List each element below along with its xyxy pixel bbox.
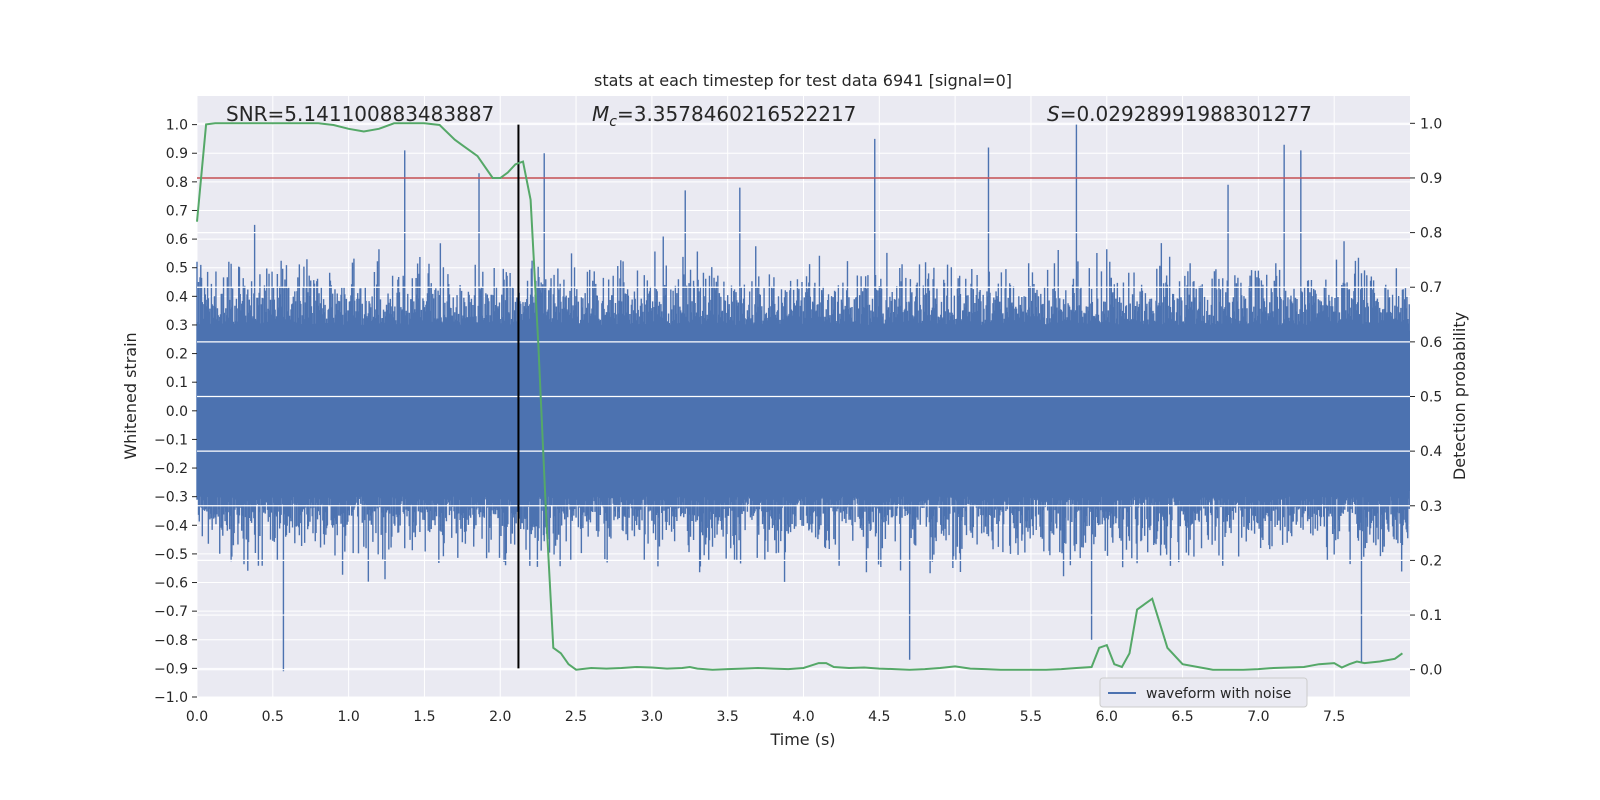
waveform-core (197, 330, 1410, 491)
legend: waveform with noise (1099, 677, 1308, 708)
x-tick-label: 5.5 (1020, 709, 1042, 725)
left-axis-ticks: −1.0 −0.9 −0.8 −0.7 −0.6 −0.5 −0.4 −0.3 −0.2 −0.1… (154, 118, 197, 706)
y-tick-label-right: 0.6 (1420, 335, 1442, 351)
chirp-mass-value: =3.3578460216522217 (617, 102, 856, 126)
y-tick-label-left: 0.7 (166, 203, 188, 219)
y-tick-label-left: 0.6 (166, 232, 188, 248)
y-tick-label-left: −0.1 (154, 432, 188, 448)
x-tick-label: 2.0 (489, 709, 511, 725)
y-tick-label-right: 0.5 (1420, 390, 1442, 406)
chirp-mass-annotation: Mc=3.3578460216522217 (592, 102, 856, 130)
detection-probability-line (196, 122, 1403, 671)
y-tick-label-right: 1.0 (1420, 116, 1442, 132)
y-tick-label-left: −0.2 (154, 461, 188, 477)
chirp-mass-symbol: M (592, 102, 609, 126)
x-axis-ticks: 0.0 0.5 1.0 1.5 2.0 2.5 3.0 3.5 4.0 4.5 5.0 5.5 6.0 6… (186, 709, 1345, 725)
y-tick-label-left: 0.4 (166, 289, 188, 305)
right-axis-ticks: 0.0 0.1 0.2 0.3 0.4 0.5 0.6 0.7 0.8 0.9 1.0 (1410, 116, 1442, 679)
y-tick-label-right: 0.0 (1420, 663, 1442, 679)
waveform-series (196, 124, 1410, 672)
y-tick-label-left: −0.6 (154, 576, 188, 592)
x-tick-label: 0.0 (186, 709, 208, 725)
legend-label: waveform with noise (1146, 686, 1291, 702)
x-tick-label: 4.5 (868, 709, 890, 725)
y-tick-label-left: 0.8 (166, 175, 188, 191)
x-tick-label: 7.0 (1247, 709, 1269, 725)
chirp-mass-subscript: c (609, 114, 617, 130)
chart-title: stats at each timestep for test data 694… (594, 71, 1012, 90)
x-tick-label: 1.0 (337, 709, 359, 725)
x-tick-label: 0.5 (262, 709, 284, 725)
x-tick-label: 1.5 (413, 709, 435, 725)
y-tick-label-left: −0.7 (154, 604, 188, 620)
y-axis-left-label: Whitened strain (121, 332, 140, 459)
y-tick-label-right: 0.3 (1420, 499, 1442, 515)
x-tick-label: 4.0 (792, 709, 814, 725)
y-tick-label-right: 0.7 (1420, 280, 1442, 296)
y-tick-label-right: 0.1 (1420, 608, 1442, 624)
y-tick-label-left: −0.9 (154, 661, 188, 677)
snr-annotation: SNR=5.141100883483887 (226, 102, 494, 126)
y-tick-label-left: 0.2 (166, 347, 188, 363)
y-tick-label-left: 1.0 (166, 118, 188, 134)
x-tick-label: 6.0 (1096, 709, 1118, 725)
y-tick-label-left: −0.8 (154, 633, 188, 649)
x-tick-label: 3.0 (641, 709, 663, 725)
y-tick-label-left: 0.1 (166, 375, 188, 391)
s-value: =0.02928991988301277 (1060, 102, 1312, 126)
y-tick-label-left: −0.5 (154, 547, 188, 563)
y-tick-label-right: 0.4 (1420, 444, 1442, 460)
y-tick-label-left: 0.9 (166, 146, 188, 162)
legend-box (1099, 677, 1308, 708)
x-tick-label: 7.5 (1323, 709, 1345, 725)
y-tick-label-left: 0.0 (166, 404, 188, 420)
y-tick-label-left: −0.3 (154, 490, 188, 506)
y-tick-label-left: −0.4 (154, 518, 188, 534)
s-annotation: S=0.02928991988301277 (1047, 102, 1312, 126)
x-tick-label: 6.5 (1171, 709, 1193, 725)
y-tick-label-left: −1.0 (154, 690, 188, 706)
x-tick-label: 3.5 (717, 709, 739, 725)
y-tick-label-left: 0.5 (166, 261, 188, 277)
y-tick-label-right: 0.2 (1420, 553, 1442, 569)
y-tick-label-left: 0.3 (166, 318, 188, 334)
x-tick-label: 2.5 (565, 709, 587, 725)
x-tick-label: 5.0 (944, 709, 966, 725)
y-tick-label-right: 0.9 (1420, 171, 1442, 187)
y-tick-label-right: 0.8 (1420, 226, 1442, 242)
s-symbol: S (1047, 102, 1060, 126)
x-axis-label: Time (s) (769, 730, 835, 749)
y-axis-right-label: Detection probability (1450, 312, 1469, 480)
